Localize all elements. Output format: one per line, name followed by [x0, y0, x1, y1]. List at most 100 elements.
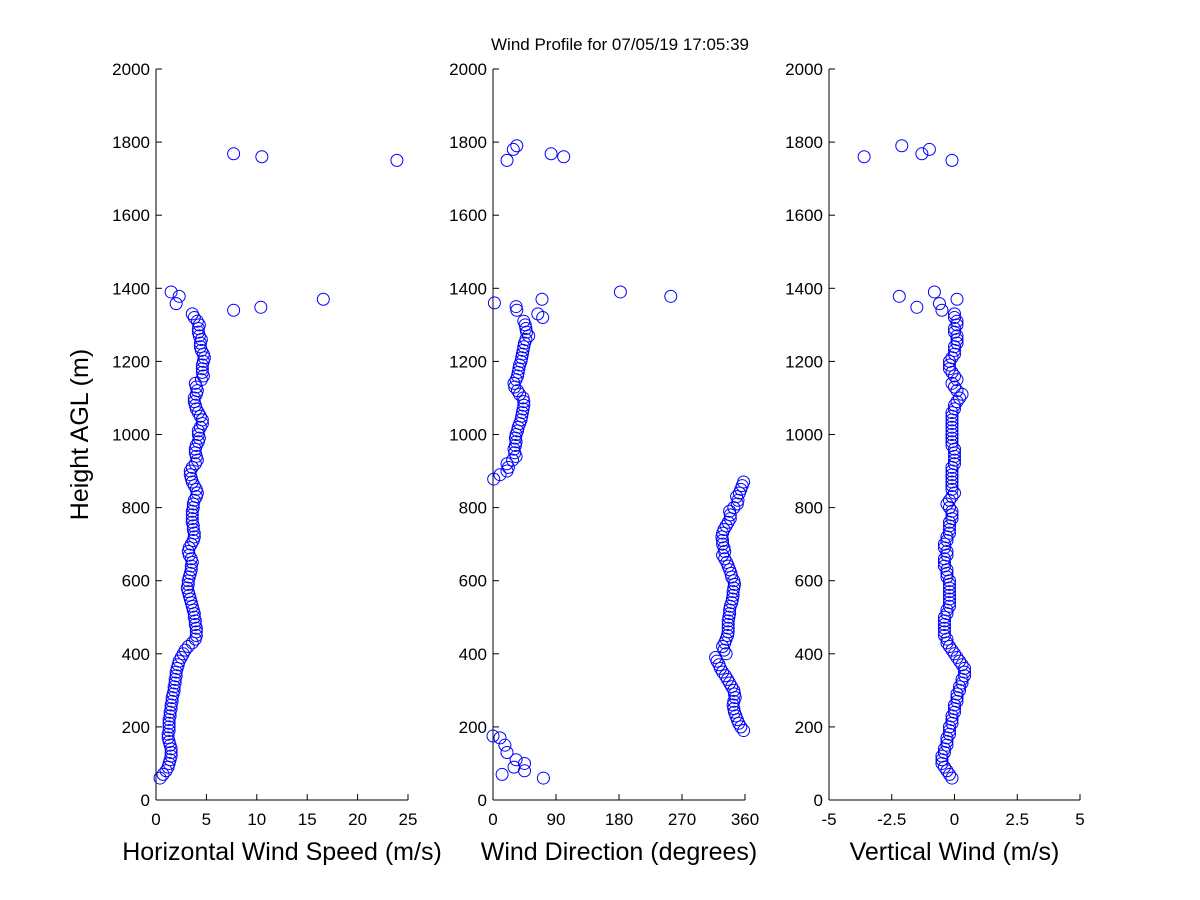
- data-point: [721, 625, 735, 639]
- data-point: [162, 716, 176, 730]
- data-point: [184, 563, 198, 577]
- data-point: [945, 490, 959, 504]
- data-point: [945, 471, 959, 485]
- x-axis-label: Vertical Wind (m/s): [850, 838, 1060, 866]
- data-point: [945, 428, 959, 441]
- data-point: [945, 435, 959, 449]
- data-point: [513, 387, 527, 401]
- data-point: [164, 745, 178, 759]
- data-point: [487, 296, 501, 310]
- y-tick-label: 1400: [112, 279, 150, 298]
- data-point: [719, 519, 733, 533]
- data-point: [717, 523, 731, 537]
- data-point: [942, 767, 956, 781]
- y-tick-label: 600: [795, 572, 823, 591]
- x-tick-label: -2.5: [877, 810, 906, 829]
- data-point: [950, 329, 964, 343]
- data-point: [937, 552, 951, 566]
- data-point: [187, 311, 201, 325]
- data-point: [185, 307, 199, 321]
- data-point: [935, 303, 949, 317]
- data-point: [193, 420, 207, 434]
- data-point: [953, 680, 967, 694]
- y-tick-label: 1000: [112, 426, 150, 445]
- data-point: [189, 482, 203, 496]
- y-tick-label: 0: [814, 791, 823, 810]
- data-point: [950, 314, 964, 328]
- data-point: [953, 391, 967, 405]
- data-point: [187, 391, 201, 405]
- data-point: [948, 322, 961, 336]
- data-point: [227, 147, 241, 161]
- data-point: [720, 555, 734, 569]
- data-point: [172, 654, 186, 668]
- data-point: [500, 153, 514, 167]
- data-point: [953, 654, 967, 668]
- data-point: [945, 475, 959, 489]
- data-point: [958, 661, 972, 675]
- y-tick-label: 2000: [785, 60, 823, 79]
- data-point: [531, 307, 545, 321]
- data-point: [227, 303, 241, 317]
- data-point: [519, 332, 533, 346]
- y-tick-label: 1000: [449, 426, 487, 445]
- data-point: [945, 424, 959, 438]
- data-point: [495, 767, 509, 781]
- data-point: [161, 731, 175, 745]
- data-point: [169, 669, 183, 683]
- data-point: [730, 490, 744, 504]
- data-point: [164, 749, 178, 763]
- x-axis-label: Wind Direction (degrees): [481, 838, 758, 866]
- data-point: [162, 720, 176, 734]
- data-point: [945, 417, 959, 431]
- data-point: [950, 395, 964, 409]
- data-point: [737, 475, 751, 489]
- data-point: [915, 147, 929, 161]
- x-tick-label: 270: [668, 810, 696, 829]
- x-tick-label: 10: [247, 810, 266, 829]
- data-point: [950, 373, 964, 387]
- data-point: [316, 292, 330, 306]
- y-tick-label: 2000: [112, 60, 150, 79]
- data-point: [721, 515, 735, 529]
- data-point: [950, 384, 964, 398]
- data-point: [191, 325, 205, 339]
- data-point: [734, 720, 748, 734]
- data-point: [948, 369, 961, 383]
- y-tick-label: 400: [795, 645, 823, 664]
- data-point: [536, 311, 550, 325]
- data-point: [950, 292, 964, 306]
- data-point: [189, 629, 203, 643]
- y-tick-label: 1000: [785, 426, 823, 445]
- data-point: [187, 610, 201, 624]
- data-point: [958, 665, 972, 679]
- data-point: [174, 650, 188, 664]
- data-point: [945, 479, 959, 493]
- data-point: [927, 285, 941, 299]
- data-point: [182, 541, 196, 555]
- data-point: [193, 340, 207, 354]
- data-point: [935, 749, 949, 763]
- y-tick-label: 1600: [112, 206, 150, 225]
- data-point: [192, 318, 206, 332]
- y-tick-label: 600: [459, 572, 487, 591]
- data-point: [188, 457, 202, 471]
- data-point: [940, 497, 954, 511]
- data-point: [940, 764, 954, 778]
- y-tick-label: 1400: [449, 279, 487, 298]
- data-point: [721, 618, 735, 632]
- data-point: [518, 756, 531, 770]
- data-point: [945, 406, 959, 420]
- y-tick-label: 800: [795, 499, 823, 518]
- data-point: [517, 314, 531, 328]
- x-tick-label: 2.5: [1005, 810, 1029, 829]
- data-point: [506, 142, 520, 156]
- data-point: [723, 676, 737, 690]
- data-point: [948, 647, 961, 661]
- data-point: [164, 702, 178, 716]
- data-point: [712, 658, 726, 672]
- y-tick-label: 400: [459, 645, 487, 664]
- y-tick-label: 1200: [785, 352, 823, 371]
- data-point: [725, 680, 739, 694]
- data-point: [498, 738, 512, 752]
